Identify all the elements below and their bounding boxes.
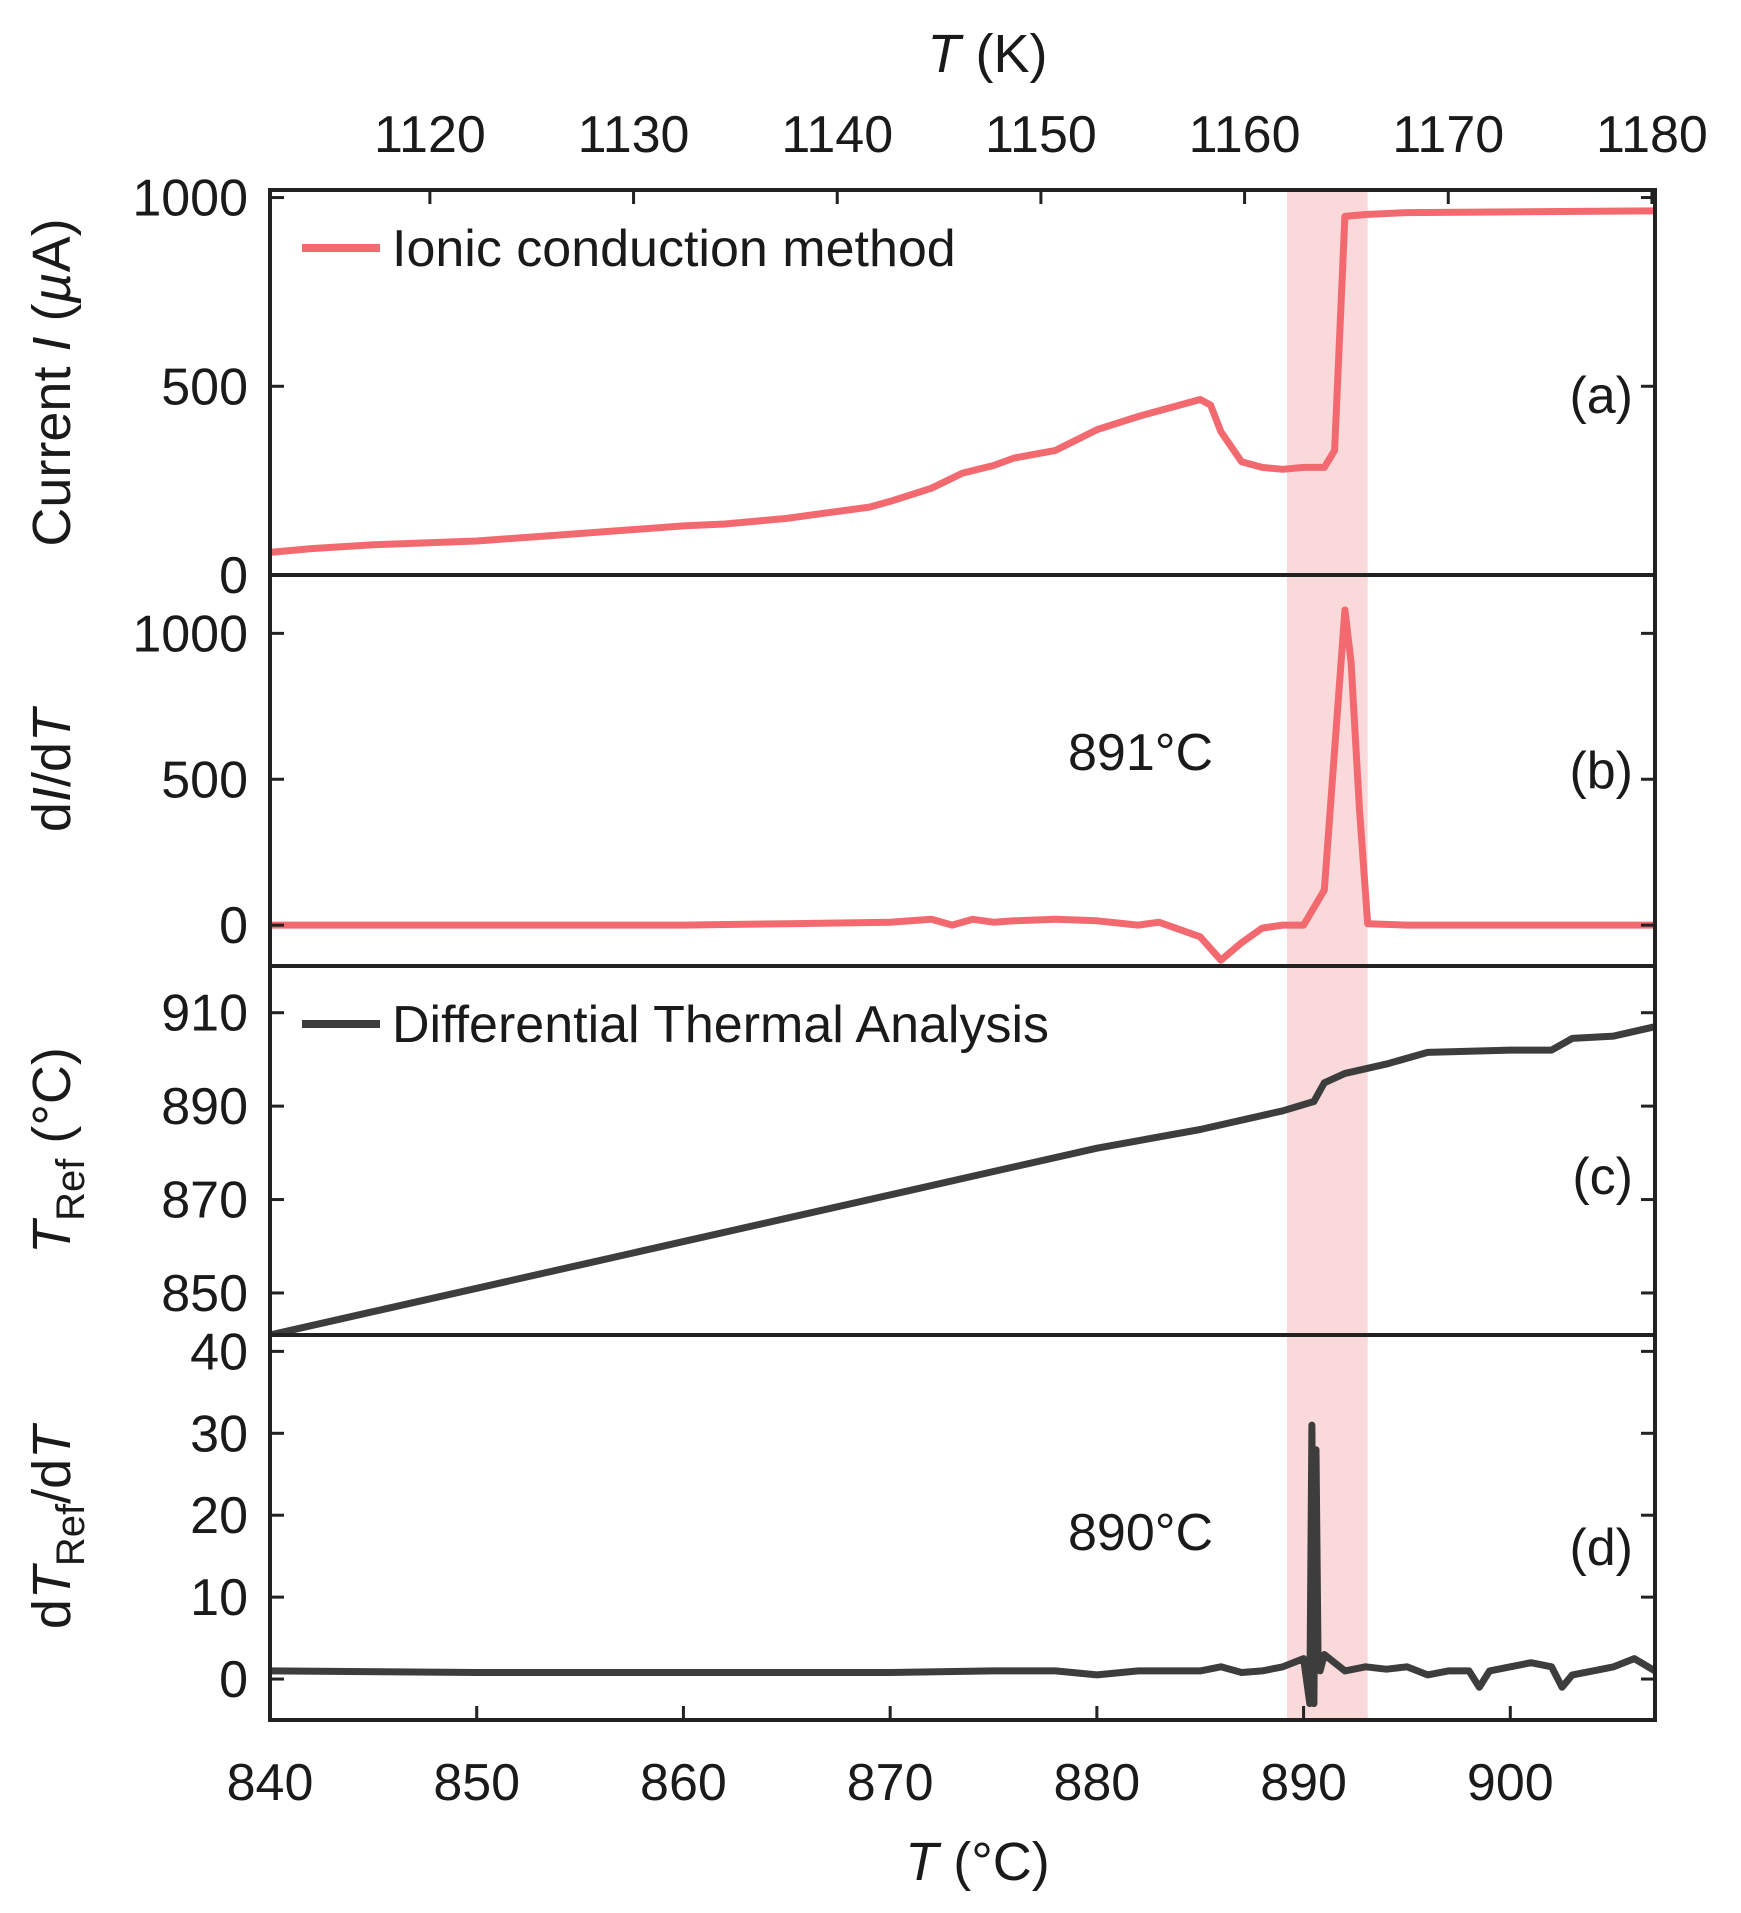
panel-b-series-line [270, 606, 1655, 964]
panel-a-tick-label: 0 [219, 547, 248, 605]
panel-c-series-line [270, 1023, 1655, 1335]
panel-d-plot [270, 1421, 1655, 1708]
panel-c-tick-label: 890 [161, 1078, 248, 1136]
panel-c-reference-temperature: 850 870 890 910 TRef (°C) Differential Ther… [22, 964, 1657, 1337]
top-axis-tick-label: 1130 [578, 106, 690, 164]
panel-d-series-line [270, 1421, 1655, 1708]
panel-a-y-axis-title: Current I (µA) [22, 218, 82, 546]
bottom-axis-tick-label: 890 [1260, 1754, 1347, 1812]
panel-b-tick-label: 500 [161, 751, 248, 809]
top-axis-ticks: 1120 1130 1140 1150 1160 1170 1180 [374, 106, 1708, 204]
bottom-axis-tick-label: 860 [640, 1754, 727, 1812]
bottom-axis-ticks: 840 850 860 870 880 890 900 [227, 1706, 1554, 1812]
panel-b-plot [270, 606, 1655, 964]
panel-b-tick-label: 0 [219, 897, 248, 955]
bottom-axis-tick-label: 900 [1467, 1754, 1554, 1812]
panel-d-tick-label: 30 [190, 1405, 248, 1463]
panel-a-current: 0 500 1000 Current I (µA) Ionic conduction… [22, 170, 1657, 605]
panel-c-tick-label: 870 [161, 1172, 248, 1230]
top-axis-title: T (K) [928, 24, 1048, 84]
panel-c-y-axis-title: TRef (°C) [22, 1047, 93, 1254]
panel-d-label: (d) [1569, 1519, 1633, 1577]
panel-d-tick-label: 20 [190, 1487, 248, 1545]
panel-a-tick-label: 500 [161, 358, 248, 416]
panel-a-plot [270, 207, 1655, 556]
panel-b-y-axis-title: dI/dT [22, 705, 82, 832]
panel-b-y-ticks: 0 500 1000 [132, 605, 1655, 955]
panel-c-legend-label: Differential Thermal Analysis [392, 996, 1049, 1054]
top-axis-tick-label: 1120 [374, 106, 486, 164]
panel-a-series-line [270, 207, 1655, 556]
top-axis-tick-label: 1150 [985, 106, 1097, 164]
panel-a-label: (a) [1569, 367, 1633, 425]
panel-a-legend-label: Ionic conduction method [392, 220, 956, 278]
panel-d-tick-label: 10 [190, 1569, 248, 1627]
bottom-axis-tick-label: 850 [433, 1754, 520, 1812]
bottom-axis-tick-label: 880 [1053, 1754, 1140, 1812]
transition-highlight-band [1287, 190, 1368, 1720]
bottom-axis-tick-label: 870 [847, 1754, 934, 1812]
panel-c-plot [270, 1023, 1655, 1335]
bottom-axis-tick-label: 840 [227, 1754, 314, 1812]
panel-a-y-ticks: 0 500 1000 [132, 170, 1655, 605]
panel-b-derivative-current: 0 500 1000 dI/dT 891°C (b) [22, 573, 1657, 968]
top-axis-tick-label: 1140 [781, 106, 893, 164]
top-axis-tick-label: 1160 [1189, 106, 1301, 164]
bottom-axis-title: T (°C) [905, 1832, 1050, 1892]
panel-b-peak-annotation: 891°C [1068, 724, 1213, 782]
panel-d-y-axis-title: dTRef/dT [22, 1422, 93, 1629]
top-axis-tick-label: 1170 [1392, 106, 1504, 164]
panel-d-y-ticks: 0 10 20 30 40 [190, 1323, 1655, 1709]
panel-a-tick-label: 1000 [132, 170, 248, 228]
panel-c-y-ticks: 850 870 890 910 [161, 985, 1655, 1323]
panel-b-frame [268, 573, 1657, 968]
panel-b-tick-label: 1000 [132, 605, 248, 663]
panel-d-frame [268, 1333, 1657, 1722]
top-axis-tick-label: 1180 [1596, 106, 1708, 164]
panel-b-label: (b) [1569, 742, 1633, 800]
panel-d-peak-annotation: 890°C [1068, 1504, 1213, 1562]
panel-c-tick-label: 910 [161, 985, 248, 1043]
panel-d-tick-label: 0 [219, 1651, 248, 1709]
panel-d-derivative-reference-temperature: 0 10 20 30 40 dTRef/dT 890°C (d) [22, 1323, 1657, 1722]
panel-c-label: (c) [1572, 1148, 1633, 1206]
panel-d-tick-label: 40 [190, 1323, 248, 1381]
panel-c-tick-label: 850 [161, 1265, 248, 1323]
